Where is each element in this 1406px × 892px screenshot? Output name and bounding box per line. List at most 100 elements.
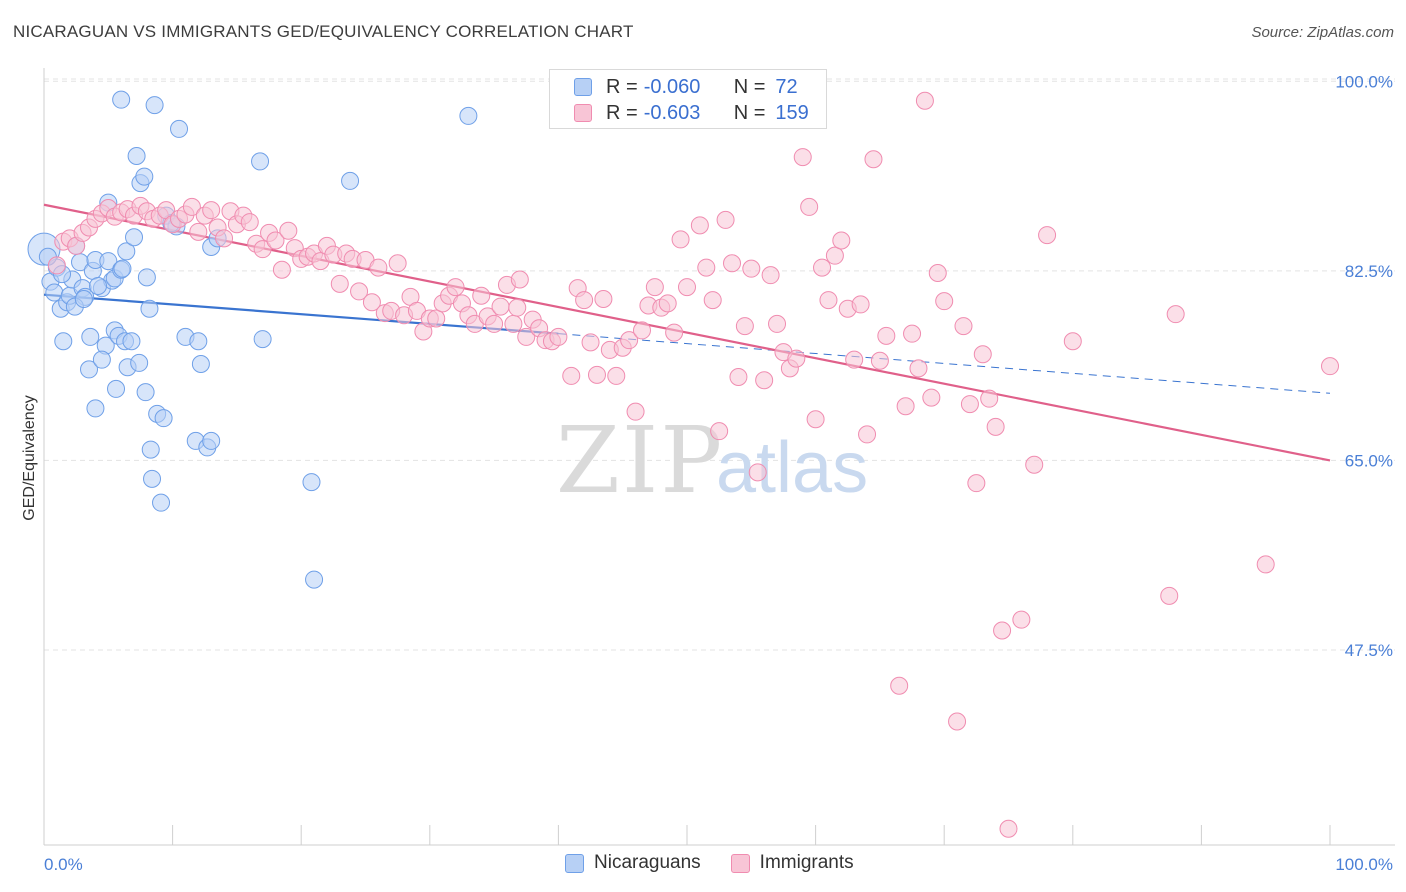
data-point-nicaraguans [341, 171, 360, 190]
series-legend: Nicaraguans Immigrants [565, 852, 884, 874]
y-tick-label: 100.0% [1335, 72, 1393, 91]
data-point-immigrants [330, 274, 349, 293]
data-point-nicaraguans [136, 383, 155, 402]
data-point-immigrants [446, 278, 465, 297]
legend-n-value: 159 [775, 101, 809, 124]
data-point-immigrants [1166, 305, 1185, 324]
data-point-nicaraguans [86, 399, 105, 418]
data-point-immigrants [890, 676, 909, 695]
data-point-nicaraguans [89, 277, 108, 295]
data-point-immigrants [896, 397, 915, 416]
watermark-zip: ZIP [556, 407, 724, 514]
data-point-immigrants [562, 366, 581, 385]
data-point-immigrants [645, 278, 664, 297]
grid-lines [44, 78, 1395, 651]
data-point-nicaraguans [305, 570, 324, 589]
legend-r-value: -0.603 [643, 101, 701, 124]
data-point-immigrants [510, 270, 529, 289]
legend-r-label: R = [606, 75, 638, 98]
stats-legend: R = -0.060 N = 72 R = -0.603 N = 159 [549, 69, 827, 129]
data-point-immigrants [581, 333, 600, 352]
legend-swatch-immigrants [730, 853, 750, 873]
data-point-immigrants [845, 350, 864, 369]
data-point-immigrants [697, 258, 716, 277]
data-point-nicaraguans [152, 493, 171, 512]
data-point-immigrants [877, 326, 896, 345]
data-point-immigrants [909, 359, 928, 378]
data-point-immigrants [980, 389, 999, 408]
data-point-nicaraguans [137, 268, 156, 287]
y-tick-label: 82.5% [1345, 262, 1393, 281]
data-point-immigrants [266, 231, 285, 250]
watermark-atlas: atlas [716, 428, 868, 508]
legend-swatch-nicaraguans [574, 78, 592, 96]
data-point-immigrants [748, 463, 767, 482]
data-point-immigrants [928, 264, 947, 282]
data-point-nicaraguans [81, 327, 100, 346]
data-point-immigrants [703, 291, 722, 310]
legend-label-nicaraguans: Nicaraguans [594, 852, 701, 873]
data-point-immigrants [986, 417, 1005, 436]
data-point-immigrants [182, 197, 201, 216]
chart-title: NICARAGUAN VS IMMIGRANTS GED/EQUIVALENCY… [13, 22, 634, 41]
data-point-immigrants [800, 197, 819, 216]
axes [43, 68, 1395, 846]
data-point-nicaraguans [130, 353, 149, 372]
data-point-immigrants [47, 256, 66, 275]
data-point-immigrants [1063, 332, 1082, 351]
data-point-immigrants [870, 351, 889, 370]
data-point-nicaraguans [135, 167, 154, 186]
data-point-immigrants [678, 278, 696, 297]
legend-r-value: -0.060 [643, 75, 701, 98]
data-point-nicaraguans [125, 228, 144, 247]
data-point-nicaraguans [117, 242, 136, 261]
data-point-nicaraguans [253, 330, 272, 349]
data-point-nicaraguans [107, 379, 126, 398]
x-tick-label: 100.0% [1335, 855, 1393, 874]
data-point-immigrants [1012, 610, 1031, 629]
watermark: ZIP atlas [556, 407, 868, 514]
data-point-immigrants [549, 327, 568, 346]
legend-swatch-immigrants [574, 104, 592, 122]
x-tick-label: 0.0% [44, 855, 83, 874]
data-point-immigrants [813, 258, 832, 277]
data-point-nicaraguans [127, 147, 146, 165]
trend-line-nicaraguans-extension [558, 333, 1331, 394]
legend-item-immigrants[interactable]: Immigrants [730, 852, 854, 874]
data-point-immigrants [806, 410, 825, 429]
data-point-immigrants [858, 425, 877, 444]
data-point-immigrants [189, 222, 208, 241]
data-point-immigrants [735, 317, 754, 336]
data-point-immigrants [427, 309, 446, 328]
data-point-nicaraguans [112, 90, 131, 109]
legend-n-label: N = [733, 75, 766, 98]
data-point-immigrants [967, 474, 986, 493]
data-point-immigrants [960, 395, 979, 414]
data-point-immigrants [504, 314, 523, 333]
data-point-immigrants [716, 210, 735, 229]
data-point-nicaraguans [145, 96, 164, 115]
data-point-nicaraguans [189, 332, 208, 351]
data-point-immigrants [215, 229, 234, 248]
data-point-nicaraguans [92, 350, 111, 369]
data-point-immigrants [864, 150, 883, 169]
data-point-immigrants [819, 291, 838, 310]
data-point-immigrants [1256, 555, 1275, 574]
legend-n-label: N = [733, 101, 766, 124]
legend-item-nicaraguans[interactable]: Nicaraguans [565, 852, 701, 874]
y-axis-label: GED/Equivalency [21, 395, 38, 521]
data-point-immigrants [620, 331, 639, 350]
data-point-nicaraguans [143, 469, 162, 488]
data-point-nicaraguans [459, 106, 478, 125]
y-tick-label: 65.0% [1345, 451, 1393, 470]
data-point-nicaraguans [251, 152, 270, 171]
data-point-immigrants [658, 294, 677, 313]
data-point-immigrants [993, 621, 1012, 640]
data-point-nicaraguans [99, 252, 118, 271]
source-label: Source: ZipAtlas.com [1251, 24, 1394, 41]
data-point-immigrants [279, 221, 298, 240]
legend-row-nicaraguans: R = -0.060 N = 72 [574, 76, 798, 98]
tick-labels: 100.0% 82.5% 65.0% 47.5% 0.0% 100.0% [44, 72, 1393, 874]
data-point-immigrants [793, 148, 812, 167]
